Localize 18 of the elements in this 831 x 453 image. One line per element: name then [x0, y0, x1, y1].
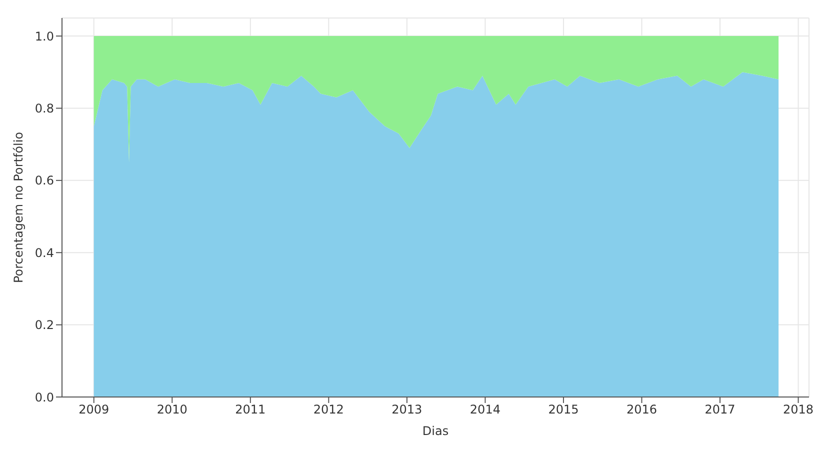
- x-tick-label: 2009: [78, 402, 110, 417]
- x-tick-label: 2017: [704, 402, 736, 417]
- y-tick-label: 1.0: [34, 29, 54, 44]
- x-tick-label: 2010: [156, 402, 188, 417]
- y-tick-label: 0.4: [34, 246, 54, 260]
- y-tick-label: 0.2: [34, 318, 54, 332]
- y-tick-label: 0.0: [34, 390, 54, 404]
- y-tick-label: 0.6: [34, 174, 54, 188]
- x-tick-label: 2015: [548, 402, 579, 417]
- y-axis-title: Porcentagem no Portfólio: [11, 132, 26, 284]
- y-tick-label: 0.8: [34, 102, 54, 116]
- x-tick-label: 2012: [313, 402, 344, 417]
- x-tick-label: 2011: [235, 402, 266, 417]
- x-tick-label: 2013: [392, 402, 422, 417]
- x-tick-label: 2014: [470, 402, 500, 417]
- x-axis-title: Dias: [422, 424, 449, 438]
- x-tick-label: 2018: [783, 402, 814, 417]
- x-tick-label: 2016: [626, 402, 658, 417]
